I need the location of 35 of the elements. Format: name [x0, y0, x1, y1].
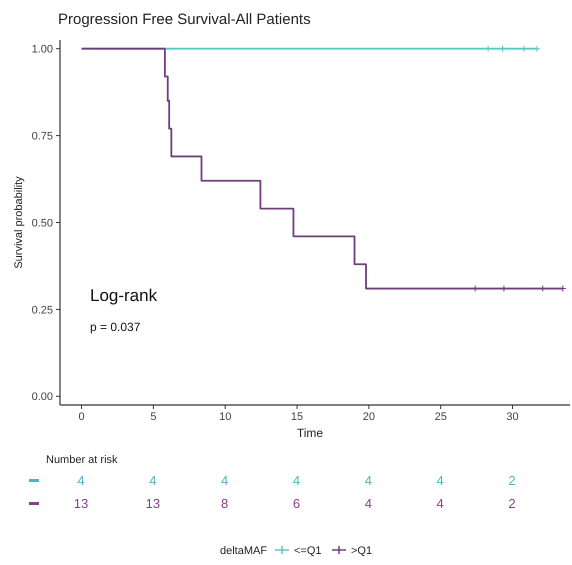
data-label: 13: [74, 496, 88, 511]
annotation: p = 0.037: [90, 320, 141, 334]
x-tick-label: 15: [290, 411, 304, 423]
data-label: 6: [292, 496, 300, 511]
data-label: 13: [146, 496, 160, 511]
data-label: 2: [508, 473, 516, 488]
data-label: 4: [364, 496, 372, 511]
legend-label: >Q1: [351, 545, 372, 557]
y-tick-label: 0.25: [32, 304, 53, 316]
x-tick-label: 5: [150, 411, 156, 423]
x-tick-label: 10: [219, 411, 232, 423]
data-label: 4: [292, 473, 300, 488]
x-tick-label: 20: [362, 411, 375, 423]
legend-title: deltaMAF: [220, 545, 268, 557]
y-axis-title: Survival probability: [13, 176, 25, 269]
data-label: 4: [436, 496, 444, 511]
legend-label: <=Q1: [294, 545, 322, 557]
y-tick-label: 0.50: [32, 217, 53, 230]
data-label: 2: [508, 496, 516, 511]
data-label: 4: [149, 473, 156, 488]
data-label: 4: [364, 473, 372, 488]
x-tick-label: 25: [434, 411, 447, 423]
data-label: 4: [221, 473, 228, 488]
data-label: 8: [221, 496, 228, 511]
data-label: 4: [77, 473, 85, 488]
x-axis-title: Time: [296, 426, 324, 440]
x-tick-label: 0: [78, 411, 85, 423]
x-tick-label: 30: [506, 411, 519, 423]
chart-title: Number at risk: [46, 454, 118, 466]
y-tick-label: 0.75: [32, 130, 53, 142]
annotation: Log-rank: [90, 286, 158, 305]
chart-title: Progression Free Survival-All Patients: [58, 11, 311, 28]
y-tick-label: 1.00: [32, 44, 53, 56]
y-tick-label: 0.00: [32, 391, 53, 404]
data-label: 4: [436, 473, 444, 488]
